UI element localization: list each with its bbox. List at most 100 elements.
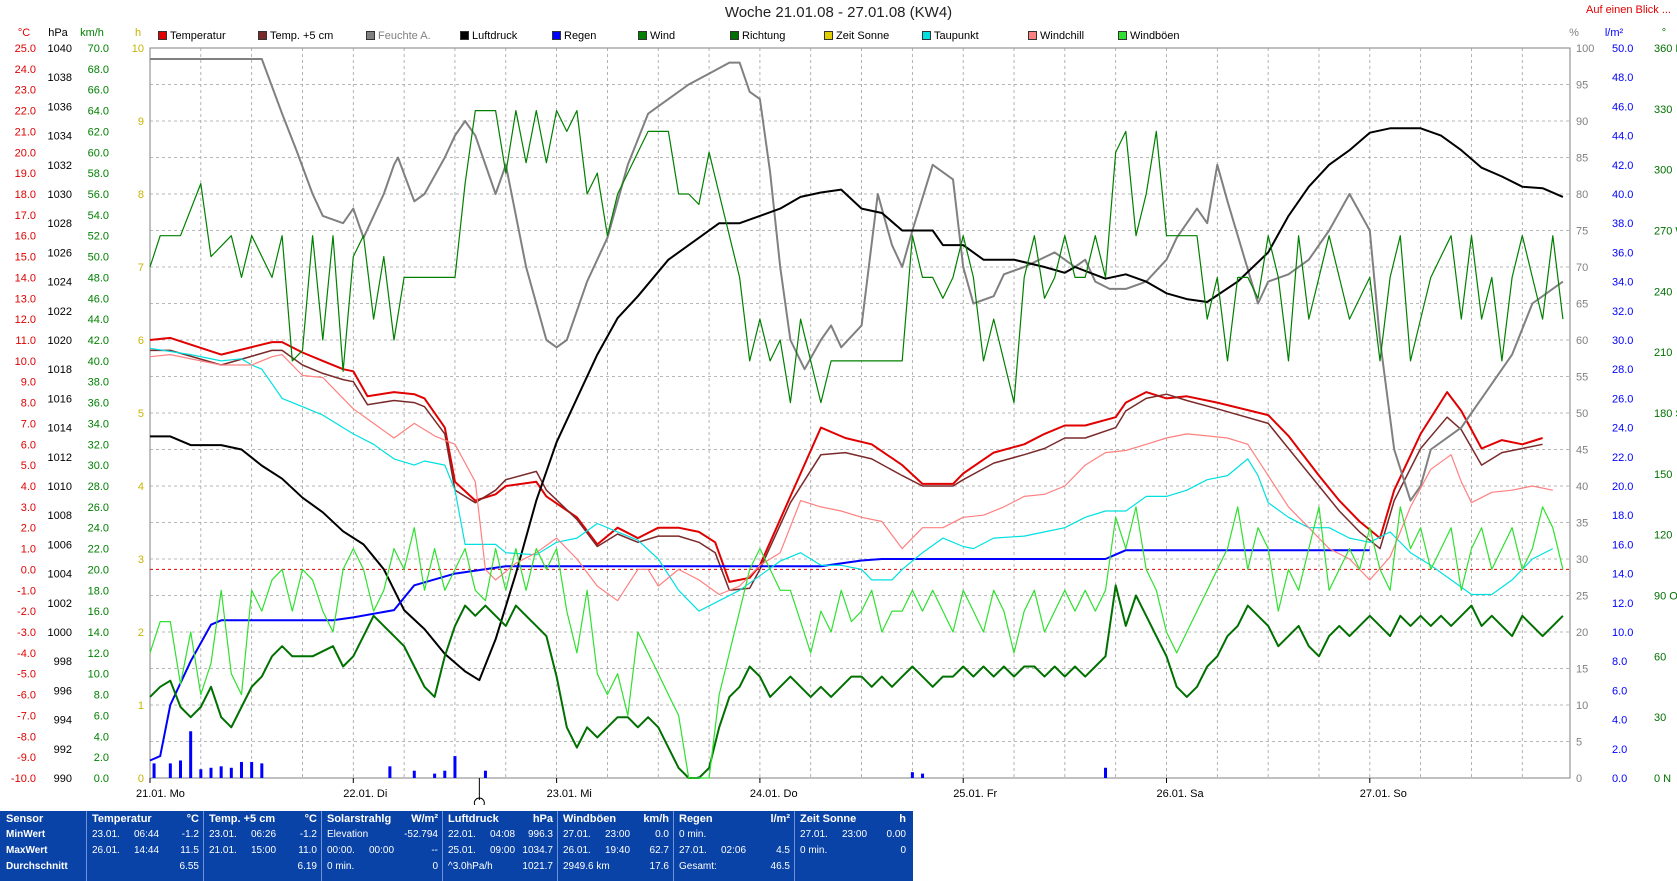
temp-tick-label: 8.0 — [21, 398, 36, 410]
stats-cell-value: 11.5 — [180, 845, 199, 856]
stats-header-label: Solarstrahlg — [327, 813, 392, 825]
stats-row: Gesamt: 46.5 — [675, 859, 794, 875]
stats-row-label: MinWert — [6, 829, 46, 840]
pressure-tick-label: 1000 — [48, 627, 72, 639]
stats-row: 0 min. 0 — [323, 859, 442, 875]
humidity-tick-label: 20 — [1576, 627, 1588, 639]
stats-header-unit: km/h — [643, 813, 669, 825]
rain-tick-label: 50.0 — [1612, 43, 1633, 55]
stats-cell-value: 46.5 — [770, 861, 790, 872]
stats-row: 21.01. 15:00 11.0 — [205, 843, 321, 859]
rain-bar — [910, 772, 914, 778]
stats-cell-value: 4.5 — [776, 845, 790, 856]
wind-tick-label: 36.0 — [88, 398, 109, 410]
stats-sensor-column: Sensor MinWert MaxWert Durchschnitt — [6, 811, 88, 881]
sun-unit-label: h — [135, 27, 141, 39]
stats-cell-value: 0 — [900, 845, 906, 856]
legend-label: Temperatur — [170, 30, 226, 42]
rain-tick-label: 40.0 — [1612, 189, 1633, 201]
stats-block: Solarstrahlg W/m² Elevation -52.794 00:00. 00… — [323, 811, 442, 881]
direction-tick-label: 120 — [1654, 530, 1672, 542]
rain-bar — [209, 767, 213, 778]
stats-cell-value: 1021.7 — [522, 861, 553, 872]
wind-tick-label: 60.0 — [88, 147, 109, 159]
pressure-tick-label: 1018 — [48, 364, 72, 376]
series-line-taupunkt — [149, 347, 1554, 612]
sun-tick-label: 7 — [138, 262, 144, 274]
pressure-tick-label: 1014 — [48, 423, 72, 435]
humidity-tick-label: 55 — [1576, 372, 1588, 384]
wind-tick-label: 56.0 — [88, 189, 109, 201]
pressure-tick-label: 1034 — [48, 131, 72, 143]
stats-cell-date: 23.01. — [209, 829, 237, 840]
sun-tick-label: 0 — [138, 773, 144, 785]
rain-tick-label: 24.0 — [1612, 423, 1633, 435]
stats-cell-value: -- — [431, 845, 438, 856]
stats-cell-date: 26.01. — [92, 845, 120, 856]
legend-swatch — [1118, 31, 1127, 40]
temp-tick-label: 2.0 — [21, 523, 36, 535]
rain-bar — [412, 770, 416, 778]
temp-tick-label: -9.0 — [17, 752, 36, 764]
pressure-tick-label: 1026 — [48, 247, 72, 259]
wind-tick-label: 26.0 — [88, 502, 109, 514]
stats-block: Temperatur °C 23.01. 06:44 -1.2 26.01. 14:44 11… — [88, 811, 203, 881]
chart-series — [149, 58, 1564, 779]
rain-tick-label: 38.0 — [1612, 218, 1633, 230]
legend-label: Zeit Sonne — [836, 30, 890, 42]
sun-tick-label: 9 — [138, 116, 144, 128]
glance-link[interactable]: Auf einen Blick ... — [1586, 4, 1671, 16]
pressure-tick-label: 1010 — [48, 481, 72, 493]
rain-bar — [168, 763, 172, 778]
stats-table: Sensor MinWert MaxWert Durchschnitt Temp… — [0, 811, 913, 881]
stats-cell-date: ^3.0hPa/h — [448, 861, 493, 872]
temp-tick-label: 4.0 — [21, 481, 36, 493]
humidity-tick-label: 45 — [1576, 445, 1588, 457]
stats-row — [796, 859, 910, 875]
temp-tick-label: -5.0 — [17, 669, 36, 681]
pressure-tick-label: 1022 — [48, 306, 72, 318]
stats-row: 0 min. 0 — [796, 843, 910, 859]
legend-swatch — [158, 31, 167, 40]
pressure-tick-label: 1008 — [48, 510, 72, 522]
sun-tick-label: 10 — [132, 43, 144, 55]
rain-bar — [152, 763, 156, 778]
stats-cell-time: 06:44 — [134, 829, 160, 840]
humidity-tick-label: 15 — [1576, 664, 1588, 676]
stats-cell-date: 26.01. — [563, 845, 591, 856]
legend-swatch — [638, 31, 647, 40]
rain-bar — [178, 760, 182, 778]
chart-axes: 25.024.023.022.021.020.019.018.017.016.0… — [11, 27, 1677, 785]
pressure-tick-label: 1032 — [48, 160, 72, 172]
stats-cell-value: 0.00 — [886, 829, 906, 840]
rain-tick-label: 18.0 — [1612, 510, 1633, 522]
wind-tick-label: 20.0 — [88, 564, 109, 576]
direction-tick-label: 90 O — [1654, 591, 1677, 603]
humidity-tick-label: 80 — [1576, 189, 1588, 201]
legend-label: Wind — [650, 30, 676, 42]
legend-label: Windchill — [1040, 30, 1085, 42]
wind-tick-label: 8.0 — [94, 690, 109, 702]
temp-tick-label: 17.0 — [15, 210, 36, 222]
stats-cell-time: 06:26 — [251, 829, 277, 840]
legend-item: Feuchte A. — [366, 30, 431, 42]
rain-tick-label: 4.0 — [1612, 715, 1627, 727]
stats-block-header: Regen l/m² — [675, 811, 794, 827]
pressure-tick-label: 1038 — [48, 72, 72, 84]
temp-tick-label: 25.0 — [15, 43, 36, 55]
humidity-tick-label: 50 — [1576, 408, 1588, 420]
rain-tick-label: 10.0 — [1612, 627, 1633, 639]
temp-tick-label: 16.0 — [15, 231, 36, 243]
temp-tick-label: -8.0 — [17, 731, 36, 743]
temp-tick-label: -7.0 — [17, 710, 36, 722]
stats-row: 6.19 — [205, 859, 321, 875]
pressure-tick-label: 1006 — [48, 539, 72, 551]
direction-unit-label: ° — [1662, 27, 1666, 39]
stats-row: 23.01. 06:26 -1.2 — [205, 827, 321, 843]
stats-cell-date: 22.01. — [448, 829, 476, 840]
temp-tick-label: 22.0 — [15, 106, 36, 118]
rain-bars — [152, 731, 1108, 778]
x-day-label: 24.01. Do — [750, 788, 798, 800]
stats-cell-time: 19:40 — [605, 845, 631, 856]
rain-tick-label: 44.0 — [1612, 131, 1633, 143]
